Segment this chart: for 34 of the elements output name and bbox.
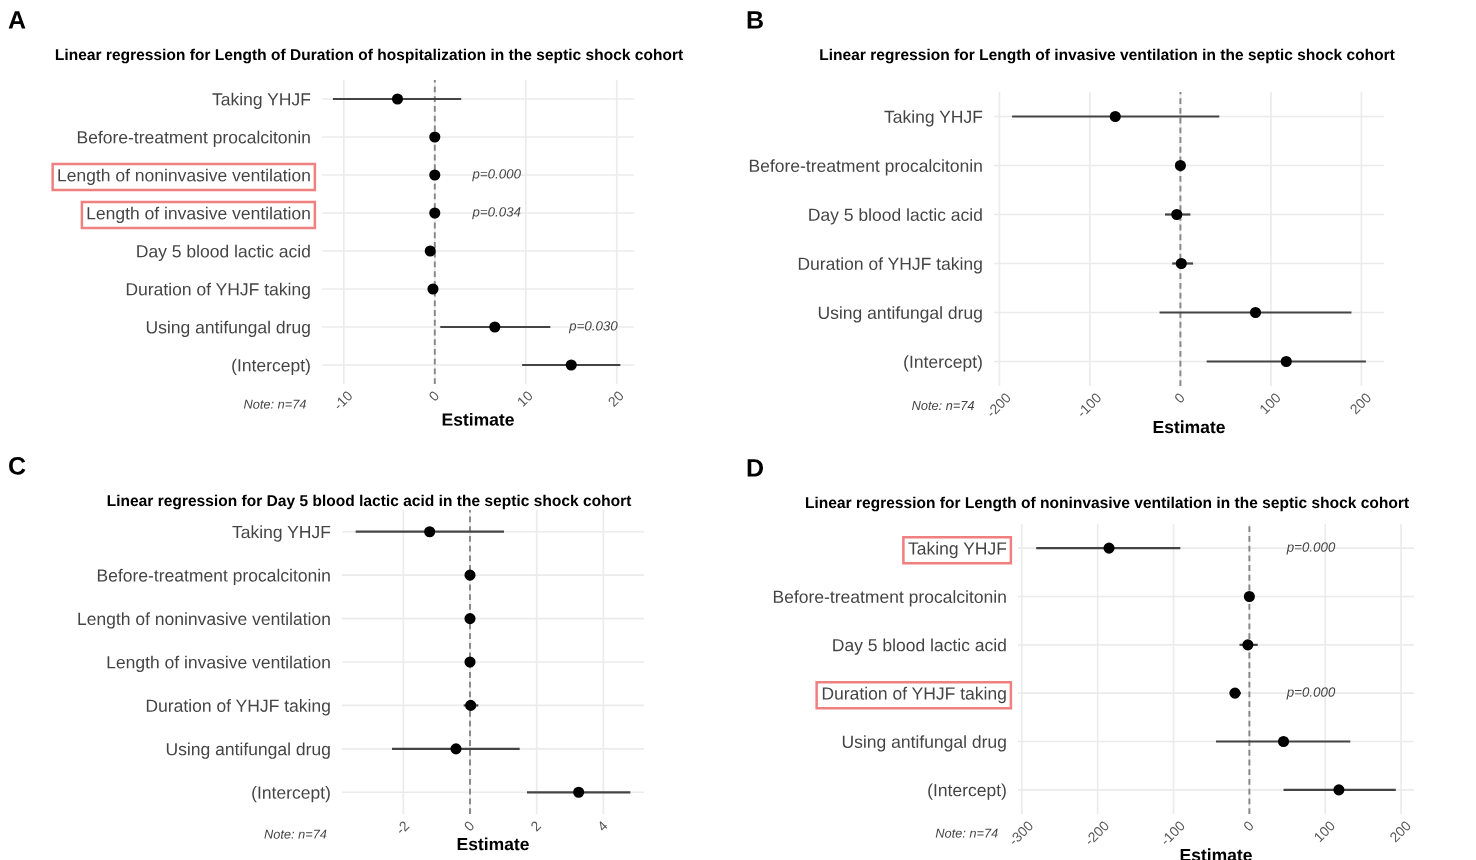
y-tick-label: (Intercept)	[904, 355, 982, 372]
y-tick-label: Length of noninvasive ventilation	[78, 612, 330, 629]
y-tick-label: Taking YHJF	[212, 92, 311, 109]
y-tick-label: Taking YHJF	[884, 110, 983, 127]
x-axis-title: Estimate	[442, 412, 514, 426]
y-tick-label: Before-treatment procalcitonin	[749, 159, 982, 176]
y-tick-label: Day 5 blood lactic acid	[809, 208, 982, 225]
y-tick-label: (Intercept)	[252, 785, 330, 803]
y-tick-label: Length of noninvasive ventilation	[58, 168, 310, 185]
y-tick-label: Duration of YHJF taking	[822, 686, 1006, 704]
y-tick-label: Using antifungal drug	[818, 306, 982, 323]
y-tick-label: Length of invasive ventilation	[107, 655, 330, 672]
y-tick-label: Before-treatment procalcitonin	[773, 590, 1006, 607]
y-tick-label: Duration of YHJF taking	[146, 699, 330, 716]
text: D	[747, 459, 763, 477]
text: B	[747, 11, 763, 29]
text: A	[8, 11, 26, 29]
y-tick-label: Using antifungal drug	[166, 742, 330, 759]
y-tick-label: Using antifungal drug	[842, 735, 1006, 752]
x-axis-title: Estimate	[1153, 420, 1225, 434]
y-tick-label: Before-treatment procalcitonin	[97, 568, 330, 586]
y-tick-label: Taking YHJF	[232, 525, 331, 542]
y-tick-label: Before-treatment procalcitonin	[77, 130, 310, 147]
y-tick-label: Taking YHJF	[908, 541, 1007, 559]
text: C	[9, 457, 26, 475]
x-axis-title: Estimate	[457, 837, 529, 851]
y-tick-label: Day 5 blood lactic acid	[833, 638, 1006, 655]
y-tick-label: Length of invasive ventilation	[87, 206, 310, 223]
y-tick-label: Duration of YHJF taking	[798, 257, 982, 274]
y-tick-label: (Intercept)	[928, 783, 1006, 800]
y-tick-label: Day 5 blood lactic acid	[137, 244, 310, 261]
y-tick-label: (Intercept)	[232, 358, 310, 375]
y-tick-label: Duration of YHJF taking	[126, 282, 310, 299]
y-tick-label: Using antifungal drug	[146, 320, 310, 337]
